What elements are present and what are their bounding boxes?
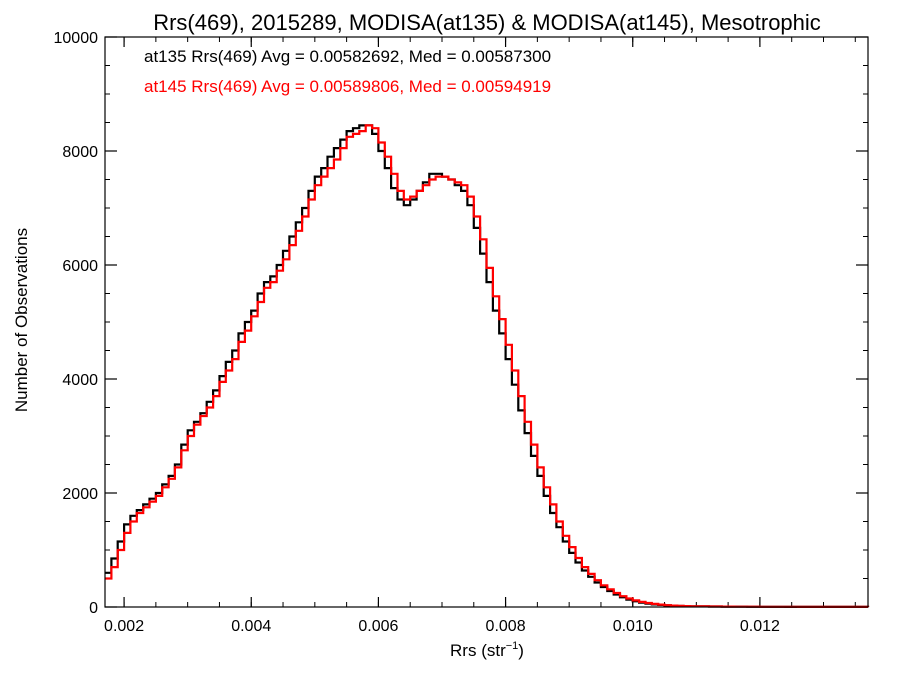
y-tick-label: 0: [89, 600, 98, 617]
x-axis-label-close: ): [518, 641, 524, 660]
legend-series-2: at145 Rrs(469) Avg = 0.00589806, Med = 0…: [144, 77, 551, 96]
x-tick-label: 0.012: [740, 618, 780, 635]
y-axis-label-group: Number of Observations: [12, 228, 31, 412]
series-line-1: [105, 124, 870, 608]
x-axis-label: Rrs (str−1): [450, 640, 524, 660]
x-tick-label: 0.006: [358, 618, 398, 635]
x-tick-label: 0.010: [613, 618, 653, 635]
axis-ticks: 0.002 0.004 0.006 0.008 0.010 0.012 0 2000 4000 6…: [54, 30, 868, 635]
x-tick-label: 0.002: [104, 618, 144, 635]
x-tick-label: 0.008: [486, 618, 526, 635]
y-axis-label: Number of Observations: [12, 228, 31, 412]
y-tick-label: 6000: [62, 258, 98, 275]
plot-series: [105, 124, 870, 608]
plot-frame: [104, 36, 869, 608]
y-tick-label: 4000: [62, 372, 98, 389]
chart-title: Rrs(469), 2015289, MODISA(at135) & MODIS…: [153, 10, 821, 35]
y-tick-label: 2000: [62, 486, 98, 503]
x-axis-label-main: Rrs (str: [450, 641, 506, 660]
legend-series-1: at135 Rrs(469) Avg = 0.00582692, Med = 0…: [144, 47, 551, 66]
x-axis-label-superscript: −1: [506, 640, 519, 652]
series-line-2: [105, 124, 870, 608]
y-tick-label: 10000: [54, 30, 99, 47]
x-tick-label: 0.004: [231, 618, 271, 635]
y-tick-label: 8000: [62, 144, 98, 161]
